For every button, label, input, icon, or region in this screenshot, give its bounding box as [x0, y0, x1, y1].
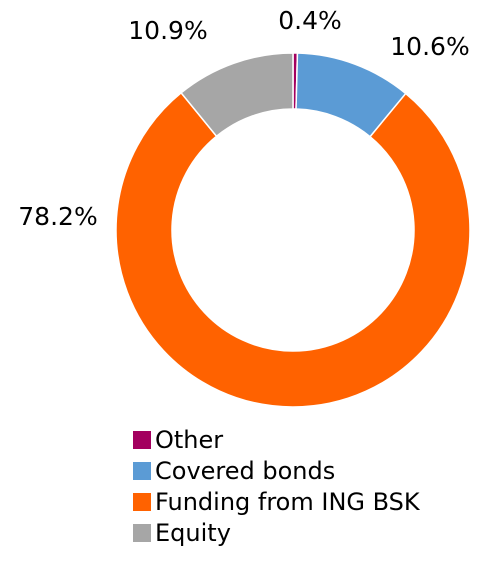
donut-slice	[115, 91, 471, 408]
legend-swatch	[133, 462, 151, 480]
legend-swatch	[133, 431, 151, 449]
data-label: 78.2%	[18, 202, 97, 231]
data-label: 0.4%	[278, 6, 342, 35]
donut-slice	[180, 52, 294, 138]
legend-label: Other	[155, 426, 223, 454]
legend-swatch	[133, 493, 151, 511]
legend-label: Covered bonds	[155, 457, 335, 485]
legend-swatch	[133, 524, 151, 542]
legend-label: Equity	[155, 519, 231, 547]
legend-label: Funding from ING BSK	[155, 488, 421, 516]
data-label: 10.9%	[128, 16, 207, 45]
data-label: 10.6%	[390, 32, 469, 61]
